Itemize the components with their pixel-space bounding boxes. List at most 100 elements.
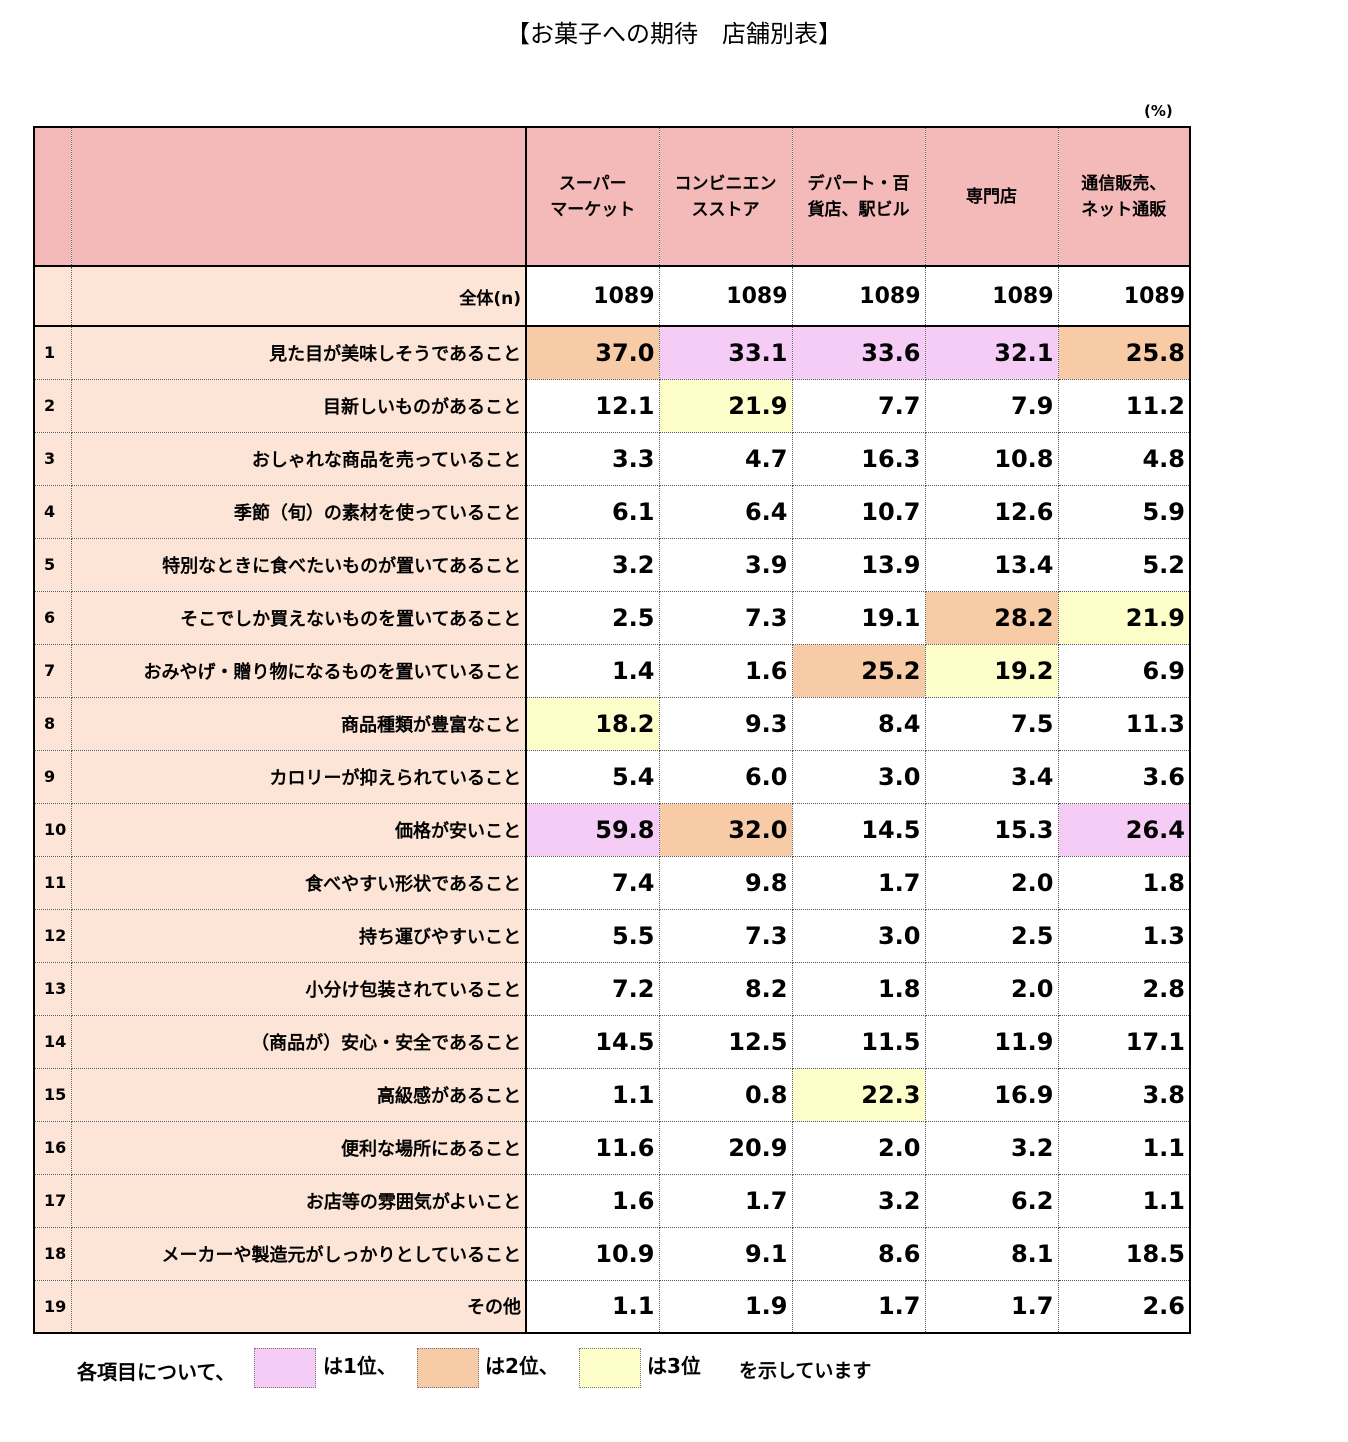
value-cell: 1.7 xyxy=(925,1280,1059,1333)
header-blank-label xyxy=(71,127,527,267)
value-cell: 11.2 xyxy=(1058,379,1191,433)
value-cell: 12.1 xyxy=(526,379,660,433)
value-cell: 33.6 xyxy=(792,326,926,380)
column-header: デパート・百 貨店、駅ビル xyxy=(792,127,926,267)
row-number: 4 xyxy=(34,485,72,539)
value-cell: 10.8 xyxy=(925,432,1059,486)
value-cell: 5.9 xyxy=(1058,485,1191,539)
row-label: 価格が安いこと xyxy=(71,803,527,857)
table-row: 18 メーカーや製造元がしっかりとしていること 10.9 9.1 8.6 8.1 18.5 xyxy=(34,1227,1191,1281)
row-label: 商品種類が豊富なこと xyxy=(71,697,527,751)
value-cell: 1.3 xyxy=(1058,909,1191,963)
value-cell: 6.1 xyxy=(526,485,660,539)
legend-prefix: 各項目について、 xyxy=(77,1360,236,1384)
value-cell: 9.1 xyxy=(659,1227,793,1281)
value-cell: 2.0 xyxy=(925,856,1059,910)
row-label: その他 xyxy=(71,1280,527,1333)
row-number: 9 xyxy=(34,750,72,804)
table-row: 2 目新しいものがあること 12.1 21.9 7.7 7.9 11.2 xyxy=(34,379,1191,433)
value-cell: 12.5 xyxy=(659,1015,793,1069)
column-header-line1: 専門店 xyxy=(966,186,1017,207)
value-cell: 3.0 xyxy=(792,909,926,963)
row-number: 2 xyxy=(34,379,72,433)
value-cell: 18.5 xyxy=(1058,1227,1191,1281)
column-header-line1: デパート・百 xyxy=(807,173,910,194)
value-cell: 4.7 xyxy=(659,432,793,486)
value-cell: 6.9 xyxy=(1058,644,1191,698)
total-value: 1089 xyxy=(526,266,660,327)
table-row: 14 （商品が）安心・安全であること 14.5 12.5 11.5 11.9 17.1 xyxy=(34,1015,1191,1069)
value-cell: 1.7 xyxy=(659,1174,793,1228)
value-cell: 0.8 xyxy=(659,1068,793,1122)
value-cell: 1.7 xyxy=(792,856,926,910)
value-cell: 10.7 xyxy=(792,485,926,539)
column-header: コンビニエン スストア xyxy=(659,127,793,267)
value-cell: 2.0 xyxy=(925,962,1059,1016)
row-number: 3 xyxy=(34,432,72,486)
value-cell: 1.1 xyxy=(1058,1121,1191,1175)
value-cell: 11.3 xyxy=(1058,697,1191,751)
value-cell: 21.9 xyxy=(659,379,793,433)
row-number: 11 xyxy=(34,856,72,910)
value-cell: 11.9 xyxy=(925,1015,1059,1069)
column-header-line1: スーパー xyxy=(558,173,627,194)
value-cell: 15.3 xyxy=(925,803,1059,857)
row-label: 目新しいものがあること xyxy=(71,379,527,433)
row-label: カロリーが抑えられていること xyxy=(71,750,527,804)
column-header: 通信販売、 ネット通販 xyxy=(1058,127,1191,267)
value-cell: 3.0 xyxy=(792,750,926,804)
row-label: 食べやすい形状であること xyxy=(71,856,527,910)
table-row: 11 食べやすい形状であること 7.4 9.8 1.7 2.0 1.8 xyxy=(34,856,1191,910)
value-cell: 12.6 xyxy=(925,485,1059,539)
value-cell: 7.2 xyxy=(526,962,660,1016)
table-row: 17 お店等の雰囲気がよいこと 1.6 1.7 3.2 6.2 1.1 xyxy=(34,1174,1191,1228)
value-cell: 3.8 xyxy=(1058,1068,1191,1122)
value-cell: 2.8 xyxy=(1058,962,1191,1016)
value-cell: 4.8 xyxy=(1058,432,1191,486)
value-cell: 1.7 xyxy=(792,1280,926,1333)
unit-label: (%) xyxy=(1144,102,1173,120)
value-cell: 10.9 xyxy=(526,1227,660,1281)
legend-suffix: を示しています xyxy=(739,1360,872,1382)
value-cell: 2.5 xyxy=(526,591,660,645)
table-row: 5 特別なときに食べたいものが置いてあること 3.2 3.9 13.9 13.4 5.2 xyxy=(34,538,1191,592)
value-cell: 17.1 xyxy=(1058,1015,1191,1069)
value-cell: 19.2 xyxy=(925,644,1059,698)
row-number: 1 xyxy=(34,326,72,380)
legend-rank2-label: は2位、 xyxy=(485,1354,559,1378)
value-cell: 59.8 xyxy=(526,803,660,857)
column-header: スーパー マーケット xyxy=(526,127,660,267)
row-label: 高級感があること xyxy=(71,1068,527,1122)
value-cell: 1.1 xyxy=(526,1280,660,1333)
table-row: 4 季節（旬）の素材を使っていること 6.1 6.4 10.7 12.6 5.9 xyxy=(34,485,1191,539)
value-cell: 26.4 xyxy=(1058,803,1191,857)
value-cell: 19.1 xyxy=(792,591,926,645)
legend-rank1-swatch xyxy=(254,1348,316,1388)
value-cell: 32.1 xyxy=(925,326,1059,380)
value-cell: 33.1 xyxy=(659,326,793,380)
table-row: 19 その他 1.1 1.9 1.7 1.7 2.6 xyxy=(34,1280,1191,1333)
value-cell: 11.5 xyxy=(792,1015,926,1069)
total-value: 1089 xyxy=(925,266,1059,327)
table-row: 3 おしゃれな商品を売っていること 3.3 4.7 16.3 10.8 4.8 xyxy=(34,432,1191,486)
value-cell: 37.0 xyxy=(526,326,660,380)
value-cell: 28.2 xyxy=(925,591,1059,645)
row-number: 12 xyxy=(34,909,72,963)
row-label: メーカーや製造元がしっかりとしていること xyxy=(71,1227,527,1281)
row-label: そこでしか買えないものを置いてあること xyxy=(71,591,527,645)
row-label: お店等の雰囲気がよいこと xyxy=(71,1174,527,1228)
value-cell: 11.6 xyxy=(526,1121,660,1175)
table-row: 12 持ち運びやすいこと 5.5 7.3 3.0 2.5 1.3 xyxy=(34,909,1191,963)
row-label: 季節（旬）の素材を使っていること xyxy=(71,485,527,539)
value-cell: 1.8 xyxy=(792,962,926,1016)
value-cell: 7.5 xyxy=(925,697,1059,751)
value-cell: 6.4 xyxy=(659,485,793,539)
column-header-line2: マーケット xyxy=(550,199,636,220)
row-label: 小分け包装されていること xyxy=(71,962,527,1016)
value-cell: 16.9 xyxy=(925,1068,1059,1122)
row-number: 17 xyxy=(34,1174,72,1228)
column-header-line1: コンビニエン xyxy=(674,173,777,194)
value-cell: 3.9 xyxy=(659,538,793,592)
row-label: 便利な場所にあること xyxy=(71,1121,527,1175)
value-cell: 22.3 xyxy=(792,1068,926,1122)
